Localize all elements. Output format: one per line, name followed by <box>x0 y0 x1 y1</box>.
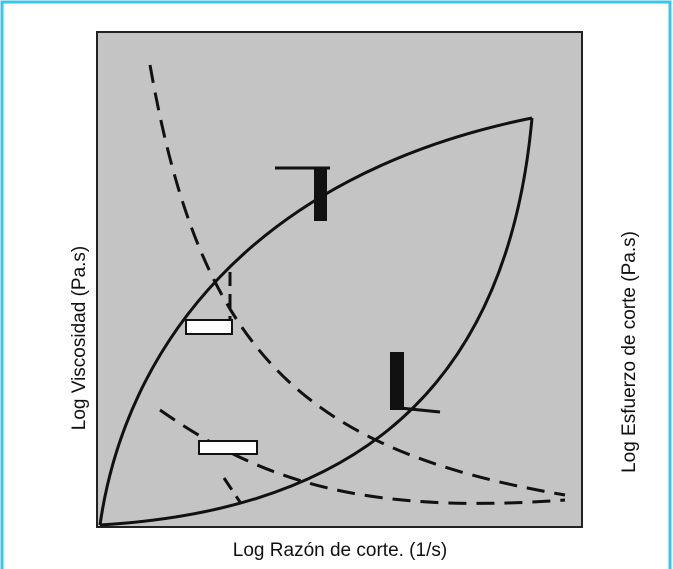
dashed-segment <box>222 477 242 503</box>
label-box <box>198 440 258 455</box>
plot-area <box>96 31 583 528</box>
label-box <box>185 319 233 335</box>
y-right-label: Log Esfuerzo de corte (Pa.s) <box>619 231 640 473</box>
dashed-curve <box>159 408 566 505</box>
y-left-label: Log Viscosidad (Pa.s) <box>69 246 90 430</box>
marker <box>390 352 404 410</box>
marker-line <box>399 406 441 414</box>
marker <box>314 168 327 221</box>
viscosity-curve <box>98 116 533 526</box>
dashed-curve <box>148 64 566 497</box>
stress-curve <box>99 117 534 527</box>
x-label: Log Razón de corte. (1/s) <box>233 540 447 561</box>
